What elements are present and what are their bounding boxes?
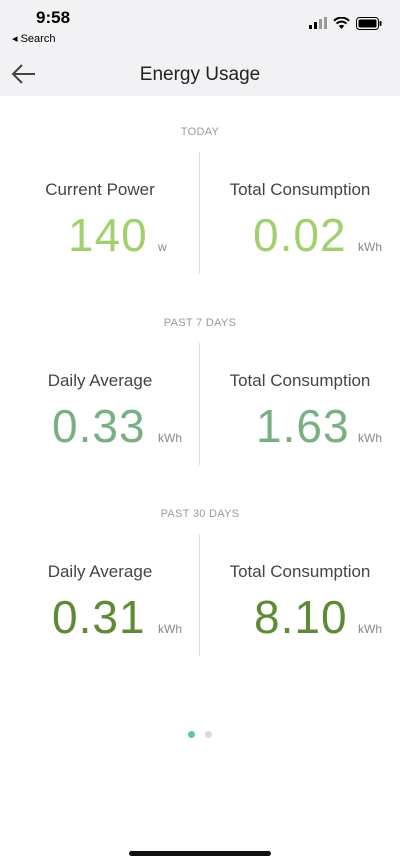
column-divider [199, 534, 200, 656]
metric-label: Daily Average [47, 371, 153, 390]
metric-unit: kWh [358, 240, 382, 254]
status-bar: 9:58 ◂ Search [0, 0, 400, 52]
back-to-search-link[interactable]: ◂ Search [12, 33, 56, 45]
metric-unit: kWh [158, 622, 182, 636]
battery-icon [356, 16, 382, 30]
page-dot-active[interactable] [188, 731, 195, 738]
section-label: PAST 7 DAYS [163, 317, 237, 329]
cellular-signal-icon [309, 17, 327, 29]
section-past-30-days: PAST 30 DAYS Daily Average 0.31 kWh Tota… [0, 506, 400, 666]
status-time: 9:58 [36, 8, 71, 27]
arrow-left-icon[interactable] [10, 62, 38, 86]
metric-label: Daily Average [47, 562, 153, 581]
page-indicator[interactable] [0, 731, 400, 738]
nav-bar: Energy Usage [0, 52, 400, 96]
metric-value: 8.10 [254, 591, 348, 643]
column-divider [199, 343, 200, 465]
metric-unit: kWh [158, 431, 182, 445]
metric-value: 0.31 [52, 591, 146, 643]
wifi-icon [333, 17, 350, 29]
home-indicator[interactable] [129, 851, 271, 856]
metric-value: 0.33 [52, 400, 146, 452]
metric-unit: kWh [358, 622, 382, 636]
metric-label: Total Consumption [229, 562, 371, 581]
status-icons [309, 14, 382, 32]
section-past-7-days: PAST 7 DAYS Daily Average 0.33 kWh Total… [0, 315, 400, 475]
metric-value: 1.63 [256, 400, 350, 452]
metric-label: Current Power [45, 180, 155, 199]
metric-unit: w [158, 240, 167, 254]
metric-daily-average-30d: Daily Average 0.31 kWh [0, 562, 200, 652]
metric-daily-average-7d: Daily Average 0.33 kWh [0, 371, 200, 461]
metric-label: Total Consumption [229, 180, 371, 199]
metric-value: 0.02 [253, 209, 347, 261]
section-label: PAST 30 DAYS [160, 508, 240, 520]
page-dot[interactable] [205, 731, 212, 738]
page-title: Energy Usage [139, 64, 261, 85]
section-today: TODAY Current Power 140 w Total Consumpt… [0, 124, 400, 284]
metric-total-consumption-today: Total Consumption 0.02 kWh [200, 180, 400, 270]
metric-current-power: Current Power 140 w [0, 180, 200, 270]
metric-value: 140 [68, 209, 148, 261]
column-divider [199, 152, 200, 274]
metric-unit: kWh [358, 431, 382, 445]
metric-total-consumption-30d: Total Consumption 8.10 kWh [200, 562, 400, 652]
metric-label: Total Consumption [229, 371, 371, 390]
metric-total-consumption-7d: Total Consumption 1.63 kWh [200, 371, 400, 461]
section-label: TODAY [180, 126, 220, 138]
